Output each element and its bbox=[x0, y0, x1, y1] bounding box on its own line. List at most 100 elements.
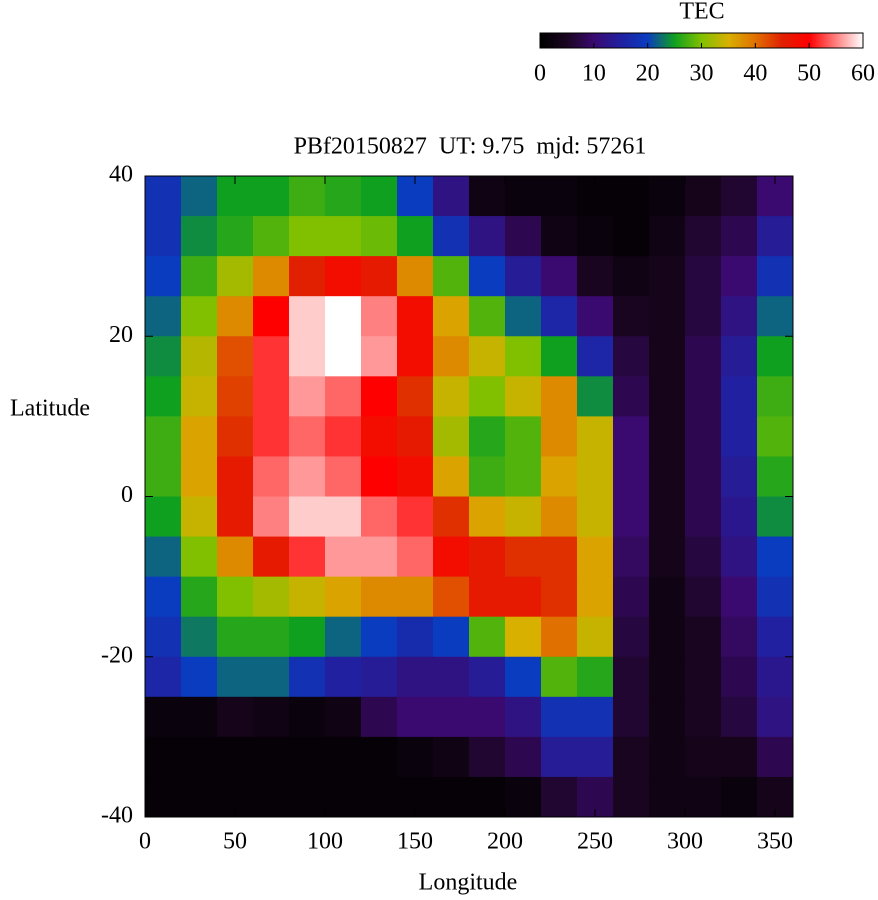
heatmap-cell bbox=[721, 456, 758, 497]
colorbar-tick-label: 60 bbox=[851, 61, 875, 87]
heatmap-cell bbox=[721, 416, 758, 457]
heatmap-cell bbox=[721, 176, 758, 217]
heatmap-cell bbox=[361, 576, 398, 618]
heatmap-cell bbox=[433, 576, 470, 618]
heatmap-cell bbox=[181, 296, 218, 337]
heatmap-cell bbox=[613, 776, 650, 818]
heatmap-cell bbox=[253, 216, 290, 257]
heatmap-cell bbox=[577, 616, 614, 658]
heatmap-cell bbox=[397, 616, 434, 658]
heatmap-cell bbox=[613, 576, 650, 618]
heatmap-cell bbox=[505, 696, 542, 738]
heatmap-cell bbox=[469, 696, 506, 738]
heatmap-cell bbox=[181, 256, 218, 297]
colorbar-title: TEC bbox=[679, 0, 724, 25]
heatmap-cell bbox=[217, 576, 254, 618]
heatmap-cell bbox=[289, 176, 326, 217]
heatmap-cell bbox=[181, 776, 218, 818]
heatmap-cell bbox=[433, 536, 470, 578]
heatmap-cell bbox=[577, 696, 614, 738]
heatmap-cell bbox=[361, 496, 398, 538]
heatmap-cell bbox=[649, 696, 686, 738]
heatmap-cell bbox=[721, 776, 758, 818]
heatmap-cell bbox=[397, 536, 434, 578]
colorbar-tick-label: 20 bbox=[636, 61, 660, 87]
heatmap-cell bbox=[469, 376, 506, 417]
heatmap-cell bbox=[469, 296, 506, 337]
heatmap-cell bbox=[721, 216, 758, 257]
heatmap-cell bbox=[721, 296, 758, 337]
heatmap-cell bbox=[505, 776, 542, 818]
heatmap-cell bbox=[541, 456, 578, 497]
heatmap-cell bbox=[217, 256, 254, 297]
heatmap-cell bbox=[289, 216, 326, 257]
heatmap-cell bbox=[325, 696, 362, 738]
heatmap-cell bbox=[649, 616, 686, 658]
heatmap-cell bbox=[757, 536, 794, 578]
heatmap-cell bbox=[721, 736, 758, 778]
x-tick-label: 50 bbox=[223, 829, 247, 855]
heatmap-cell bbox=[289, 776, 326, 818]
heatmap-cell bbox=[649, 416, 686, 457]
heatmap-cell bbox=[541, 216, 578, 257]
heatmap-cell bbox=[253, 576, 290, 618]
heatmap-cell bbox=[541, 776, 578, 818]
heatmap-cell bbox=[253, 496, 290, 538]
heatmap-cell bbox=[433, 336, 470, 377]
heatmap-cell bbox=[361, 336, 398, 377]
heatmap-cell bbox=[757, 496, 794, 538]
heatmap-cell bbox=[181, 216, 218, 257]
heatmap-cell bbox=[649, 216, 686, 257]
heatmap-cell bbox=[433, 256, 470, 297]
heatmap-cell bbox=[613, 216, 650, 257]
heatmap-cell bbox=[289, 656, 326, 698]
heatmap-cell bbox=[613, 376, 650, 417]
heatmap-cell bbox=[757, 376, 794, 417]
heatmap-cell bbox=[649, 776, 686, 818]
y-tick-label: 0 bbox=[121, 482, 133, 508]
heatmap-cell bbox=[685, 296, 722, 337]
heatmap-cell bbox=[325, 216, 362, 257]
heatmap-cell bbox=[325, 176, 362, 217]
heatmap-cell bbox=[685, 576, 722, 618]
heatmap-cell bbox=[289, 456, 326, 497]
heatmap-cell bbox=[613, 496, 650, 538]
heatmap-cell bbox=[469, 536, 506, 578]
heatmap-cell bbox=[325, 576, 362, 618]
heatmap-cell bbox=[721, 256, 758, 297]
heatmap-cell bbox=[757, 736, 794, 778]
heatmap-cell bbox=[253, 456, 290, 497]
heatmap-cell bbox=[757, 456, 794, 497]
heatmap-cell bbox=[577, 736, 614, 778]
heatmap-cell bbox=[469, 656, 506, 698]
heatmap-cell bbox=[433, 616, 470, 658]
heatmap-cell bbox=[505, 256, 542, 297]
heatmap-cell bbox=[217, 696, 254, 738]
heatmap-cell bbox=[433, 696, 470, 738]
heatmap-cell bbox=[217, 296, 254, 337]
heatmap-cell bbox=[289, 536, 326, 578]
x-tick-label: 250 bbox=[577, 829, 613, 855]
heatmap-cell bbox=[469, 336, 506, 377]
heatmap-cell bbox=[289, 576, 326, 618]
heatmap-cell bbox=[289, 416, 326, 457]
heatmap-cell bbox=[613, 736, 650, 778]
heatmap-cell bbox=[685, 616, 722, 658]
heatmap-cell bbox=[361, 616, 398, 658]
heatmap-cell bbox=[649, 496, 686, 538]
colorbar-tick-label: 30 bbox=[690, 61, 714, 87]
heatmap-cell bbox=[433, 456, 470, 497]
heatmap-cell bbox=[361, 416, 398, 457]
heatmap-cell bbox=[253, 256, 290, 297]
heatmap-cell bbox=[433, 656, 470, 698]
heatmap-cell bbox=[505, 736, 542, 778]
heatmap-cell bbox=[145, 496, 182, 538]
heatmap-cell bbox=[253, 656, 290, 698]
x-tick-label: 0 bbox=[139, 829, 151, 855]
heatmap-cell bbox=[253, 776, 290, 818]
heatmap-cell bbox=[325, 776, 362, 818]
heatmap-cell bbox=[757, 336, 794, 377]
heatmap-cell bbox=[685, 336, 722, 377]
heatmap-cell bbox=[361, 216, 398, 257]
heatmap-cell bbox=[469, 416, 506, 457]
